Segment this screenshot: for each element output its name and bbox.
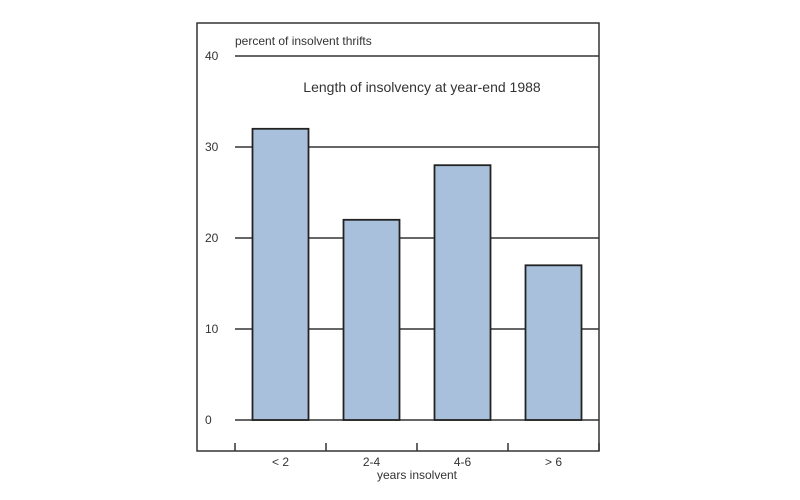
y-tick-label: 30 — [205, 140, 219, 154]
x-tick-label: > 6 — [545, 455, 562, 469]
y-axis-label: percent of insolvent thrifts — [235, 34, 372, 48]
x-tick-label: 4-6 — [454, 455, 472, 469]
chart-frame — [196, 22, 600, 452]
y-tick-label: 0 — [205, 413, 212, 427]
chart-title: Length of insolvency at year-end 1988 — [303, 79, 541, 95]
x-tick-label: < 2 — [272, 455, 289, 469]
x-tick-label: 2-4 — [363, 455, 381, 469]
bar — [342, 218, 401, 421]
bar — [433, 164, 492, 421]
bar — [251, 127, 310, 421]
y-tick-label: 10 — [205, 322, 219, 336]
y-tick-label: 20 — [205, 231, 219, 245]
x-axis-label: years insolvent — [377, 468, 458, 482]
bar — [524, 264, 583, 421]
y-tick-label: 40 — [205, 49, 219, 63]
